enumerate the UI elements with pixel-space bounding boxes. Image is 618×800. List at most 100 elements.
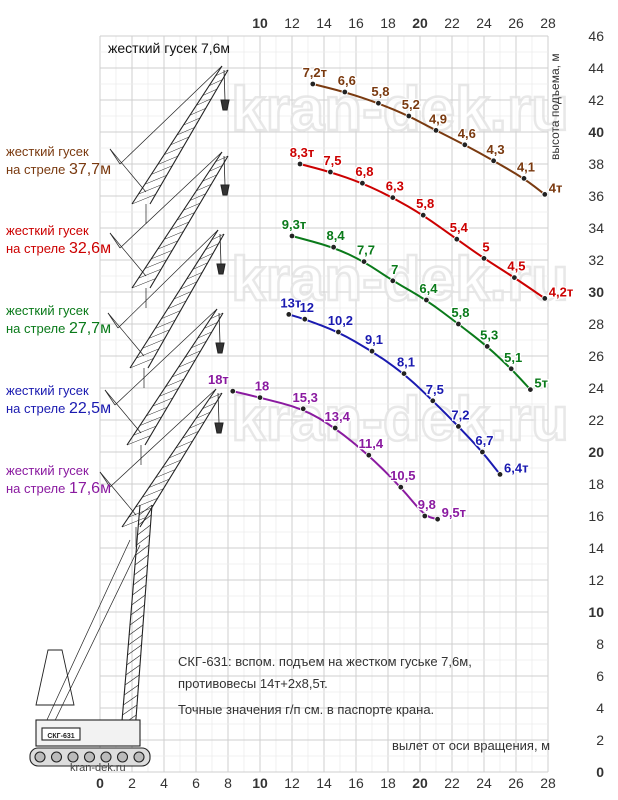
crane-jib — [104, 308, 225, 465]
series-group: 7,2т 6,6 5,8 5,2 4,9 4,6 4,3 4,1 4т — [301, 64, 564, 198]
note-line-1: СКГ-631: вспом. подъем на жестком гуське… — [178, 654, 472, 669]
jib-brace — [142, 339, 165, 349]
jib-stay — [119, 65, 223, 165]
jib-brace — [168, 450, 187, 459]
hook-block — [214, 422, 224, 434]
x-tick-label-bottom: 4 — [160, 775, 168, 791]
mast-brace — [133, 564, 148, 576]
legend-entry: жесткий гусек на стреле 27,7м — [6, 302, 111, 338]
legend-line-2: на стреле 22,5м — [6, 400, 111, 418]
data-point — [421, 512, 428, 520]
jib-brace — [211, 233, 225, 241]
jib-brace — [215, 155, 229, 162]
x-tick-label-bottom: 16 — [348, 775, 364, 791]
note-line-2: противовесы 14т+2х8,5т. — [178, 676, 328, 691]
jib-brace — [175, 440, 193, 449]
data-label: 6,7 — [475, 433, 493, 448]
data-point — [490, 157, 497, 164]
data-label: 9,8 — [418, 497, 436, 512]
data-label: 8,1 — [397, 355, 415, 370]
data-label: 8,4 — [327, 228, 346, 243]
track-wheel — [34, 751, 46, 763]
jib-brace — [159, 388, 179, 397]
data-point — [461, 141, 468, 148]
data-label: 4,3 — [487, 142, 505, 157]
hook-block — [220, 184, 230, 196]
note-line-3: Точные значения г/п см. в паспорте крана… — [178, 702, 435, 717]
data-label: 7,2 — [451, 407, 469, 422]
data-point — [400, 370, 408, 377]
y-tick-label: 46 — [588, 28, 604, 44]
jib-brace — [171, 369, 190, 378]
data-point — [453, 235, 460, 243]
data-label: 7 — [391, 262, 398, 277]
mast-brace — [132, 584, 147, 596]
y-tick-label: 22 — [588, 412, 604, 428]
data-label: 5,4 — [450, 220, 469, 235]
data-label: 4,1 — [517, 159, 535, 174]
jib-brace — [189, 421, 205, 429]
y-axis-label: высота подъема, м — [548, 53, 562, 160]
jib-brace — [178, 359, 196, 368]
data-label: 9,3т — [282, 217, 306, 232]
data-label: 6,6 — [338, 73, 356, 88]
jib-brace — [148, 329, 170, 339]
data-label: 4,6 — [458, 126, 476, 141]
legend-line-2: на стреле 17,6м — [6, 480, 111, 498]
track-wheel — [116, 751, 129, 763]
data-point — [405, 112, 412, 120]
data-point — [285, 311, 292, 318]
hook-rope — [219, 233, 222, 265]
x-tick-label-top: 22 — [444, 15, 460, 31]
crane-mast — [119, 504, 153, 746]
legend-line-2-length: 32,6м — [68, 240, 112, 257]
data-point — [432, 127, 440, 134]
mast-brace — [126, 654, 141, 666]
legend-entry: жесткий гусек на стреле 37,7м — [6, 143, 111, 179]
legend-line-2-length: 22,5м — [68, 400, 112, 417]
jib-brace — [173, 291, 192, 300]
legend-entry: жесткий гусек на стреле 32,6м — [6, 222, 111, 258]
legend-line-2-prefix: на стреле — [6, 321, 69, 336]
jib-stay — [114, 308, 218, 406]
jib-brace — [176, 127, 195, 136]
series-group: 9,3т 8,4 7,7 7 6,4 5,8 5,3 5,1 5т — [281, 216, 549, 393]
y-tick-label: 28 — [588, 316, 604, 332]
jib-brace — [148, 478, 170, 488]
jib-brace — [210, 312, 224, 319]
mast-brace — [131, 594, 146, 606]
mast-brace — [138, 504, 153, 516]
crane-jib — [109, 65, 230, 224]
jib-brace — [205, 243, 219, 250]
mast-brace — [137, 524, 151, 536]
x-tick-label-bottom: 12 — [284, 775, 300, 791]
x-tick-label-top: 16 — [348, 15, 364, 31]
data-point — [327, 168, 334, 176]
mast-brace — [125, 664, 141, 676]
mast-brace — [136, 534, 150, 546]
hook-rope — [223, 69, 226, 101]
jib-brace — [209, 165, 223, 172]
mast-brace — [124, 674, 140, 686]
data-label: 6,3 — [386, 179, 404, 194]
legend-line-1: жесткий гусек — [6, 463, 89, 478]
axes: 0 2 4 6 8 10101212141416161818202022222424262… — [96, 15, 604, 791]
data-point — [429, 397, 436, 404]
hook-rope — [217, 392, 220, 424]
y-tick-label: 12 — [588, 572, 604, 588]
data-label: 18 — [255, 379, 269, 394]
data-label: 4т — [549, 180, 563, 195]
jib-brace — [189, 193, 206, 201]
jib-brace — [183, 117, 201, 126]
crane-jib — [99, 388, 224, 547]
data-label: 7,7 — [357, 243, 375, 258]
data-point — [256, 394, 264, 401]
crane-backstay — [39, 539, 131, 736]
data-point — [484, 343, 491, 350]
jib-brace — [146, 407, 168, 417]
mast-brace — [122, 704, 138, 716]
data-label: 5,8 — [451, 305, 469, 320]
x-tick-label-bottom: 0 — [96, 775, 104, 791]
jib-brace — [189, 108, 206, 116]
data-point — [511, 274, 518, 281]
